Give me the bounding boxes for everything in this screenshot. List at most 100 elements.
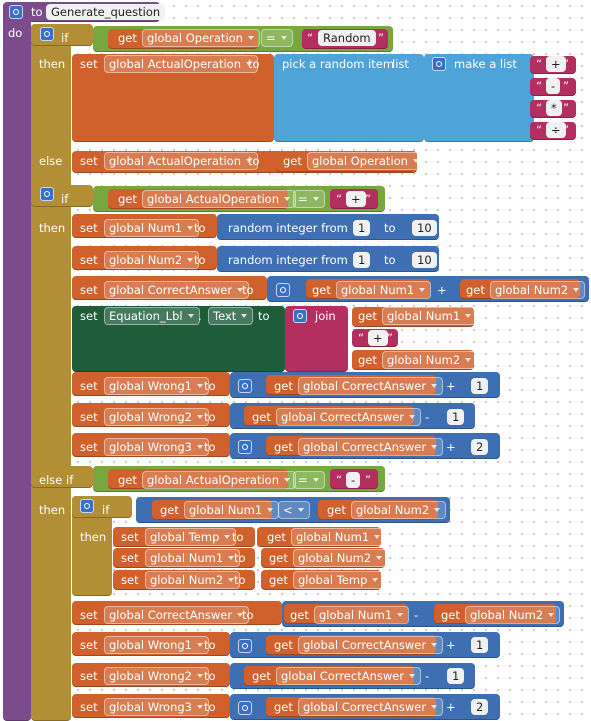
dropdown-field[interactable]: global Num1 [314, 606, 410, 624]
mutator-icon[interactable] [9, 5, 23, 19]
get-block [266, 635, 436, 655]
mutator-icon[interactable] [238, 701, 252, 715]
block-label: ” [563, 123, 569, 137]
dropdown-field[interactable]: global Wrong3 [104, 438, 209, 456]
dropdown-field[interactable]: global CorrectAnswer [298, 438, 444, 456]
dropdown-field[interactable]: global CorrectAnswer [298, 636, 444, 654]
dropdown-field[interactable]: global Num2 [351, 501, 447, 519]
dropdown-field[interactable]: global CorrectAnswer [276, 667, 422, 685]
block-label: set [80, 309, 98, 323]
block-label: to [258, 309, 270, 323]
dropdown-field[interactable]: global Wrong2 [104, 667, 209, 685]
block-label: random integer from [228, 253, 348, 267]
value-field[interactable]: 1 [353, 252, 371, 268]
block-label: if [61, 31, 69, 45]
value-field[interactable]: Generate_question [46, 4, 166, 20]
block-label: “ [536, 57, 542, 71]
mutator-icon[interactable] [432, 57, 446, 71]
get-block [108, 189, 288, 209]
value-field[interactable]: 1 [471, 637, 489, 653]
value-field[interactable]: ÷ [546, 122, 566, 138]
dropdown-field[interactable]: global CorrectAnswer [276, 408, 422, 426]
mutator-icon[interactable] [276, 283, 290, 297]
value-field[interactable]: 10 [412, 252, 437, 268]
block-label: get [267, 530, 286, 544]
block-label: set [121, 530, 139, 544]
mutator-icon[interactable] [80, 499, 94, 513]
value-field[interactable]: 2 [471, 439, 489, 455]
dropdown-field[interactable]: global Operation [307, 152, 425, 170]
value-field[interactable]: 2 [471, 699, 489, 715]
block-label: - [425, 410, 430, 424]
dropdown-field[interactable]: global Num1 [145, 549, 241, 567]
dropdown-field[interactable]: global Num1 [382, 307, 478, 325]
dropdown-field[interactable]: global Num2 [382, 351, 478, 369]
block-label: to [204, 638, 216, 652]
value-field[interactable]: Random [318, 30, 376, 46]
dropdown-field[interactable]: Equation_Lbl [104, 307, 200, 325]
block-label: “ [336, 192, 342, 206]
dropdown-field[interactable]: Text [208, 307, 254, 325]
dropdown-field[interactable]: global Num2 [293, 549, 389, 567]
dropdown-field[interactable]: global ActualOperation [142, 471, 296, 489]
value-field[interactable]: 1 [447, 668, 465, 684]
value-field[interactable]: + [346, 191, 366, 207]
dropdown-field[interactable]: global Num1 [336, 281, 432, 299]
dropdown-field[interactable]: global Num1 [184, 501, 280, 519]
set-block [72, 663, 230, 687]
dropdown-field[interactable]: global Num2 [465, 606, 561, 624]
mutator-icon[interactable] [238, 440, 252, 454]
dropdown-field[interactable]: global Num2 [145, 571, 241, 589]
dropdown-field[interactable]: global Temp [145, 528, 237, 546]
get-block [108, 469, 288, 489]
value-field[interactable]: - [346, 472, 361, 488]
mutator-icon[interactable] [238, 379, 252, 393]
block-label: “ [536, 101, 542, 115]
dropdown-field[interactable]: global CorrectAnswer [104, 606, 250, 624]
dropdown-field[interactable]: global Temp [293, 571, 385, 589]
value-field[interactable]: + [368, 330, 388, 346]
value-field[interactable]: 10 [412, 220, 437, 236]
block-label: set [80, 57, 98, 71]
dropdown-field[interactable]: = [293, 190, 325, 208]
block-label: to [194, 253, 206, 267]
dropdown-field[interactable]: global CorrectAnswer [104, 281, 250, 299]
block-label: get [283, 154, 302, 168]
value-field[interactable]: 1 [471, 378, 489, 394]
value-field[interactable]: - [546, 78, 561, 94]
mutator-icon[interactable] [40, 27, 54, 41]
dropdown-field[interactable]: global CorrectAnswer [298, 698, 444, 716]
value-field[interactable]: * [546, 100, 562, 116]
dropdown-field[interactable]: global Num1 [291, 528, 387, 546]
dropdown-field[interactable]: = [293, 471, 325, 489]
dropdown-field[interactable]: global Wrong2 [104, 408, 209, 426]
if-block [31, 24, 71, 721]
dropdown-field[interactable]: global ActualOperation [104, 55, 258, 73]
mutator-icon[interactable] [40, 187, 54, 201]
if-block [31, 466, 93, 488]
block-label: set [80, 700, 98, 714]
get-block [266, 436, 436, 456]
block-label: set [80, 253, 98, 267]
dropdown-field[interactable]: global Num2 [104, 251, 200, 269]
mutator-icon[interactable] [293, 309, 307, 323]
block-label: if [102, 503, 110, 517]
mutator-icon[interactable] [238, 639, 252, 653]
dropdown-field[interactable]: global Num1 [104, 219, 200, 237]
math-block [217, 246, 439, 272]
dropdown-field[interactable]: global Operation [142, 29, 260, 47]
dropdown-field[interactable]: global Wrong3 [104, 698, 209, 716]
dropdown-field[interactable]: global Wrong1 [104, 377, 209, 395]
dropdown-field[interactable]: = [261, 29, 293, 47]
value-field[interactable]: + [546, 56, 566, 72]
dropdown-field[interactable]: global Wrong1 [104, 636, 209, 654]
block-label: get [269, 551, 288, 565]
dropdown-field[interactable]: global ActualOperation [142, 190, 296, 208]
dropdown-field[interactable]: global ActualOperation [104, 152, 258, 170]
dropdown-field[interactable]: < [278, 501, 310, 519]
dropdown-field[interactable]: global CorrectAnswer [298, 377, 444, 395]
value-field[interactable]: 1 [353, 220, 371, 236]
value-field[interactable]: 1 [447, 409, 465, 425]
dropdown-field[interactable]: global Num2 [490, 281, 586, 299]
